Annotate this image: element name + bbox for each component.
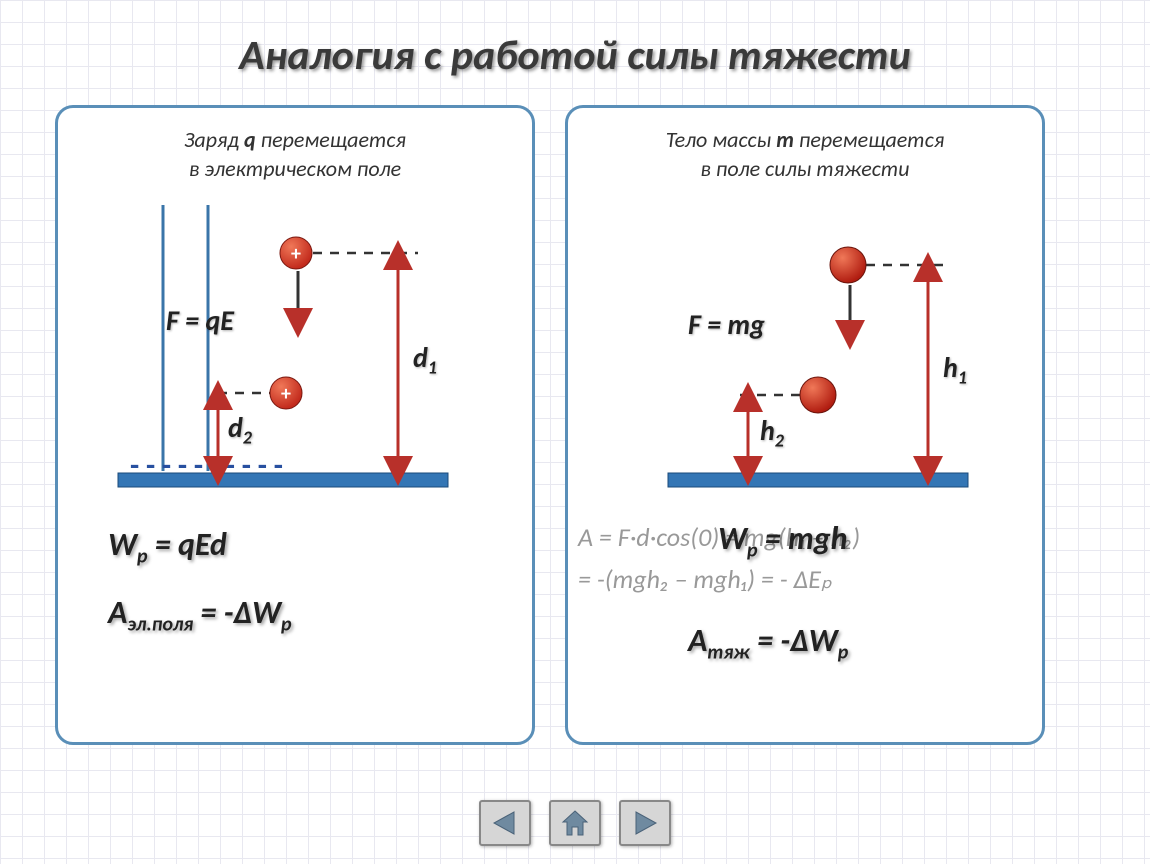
prev-icon — [490, 810, 520, 836]
right-panel: Тело массы m перемещается в поле силы тя… — [565, 105, 1045, 745]
bg-formula-2: = -(mgh₂ – mgh₁) = - ΔEₚ — [578, 563, 832, 595]
left-diagram: - - - - - - - - - - + + F = qE d1 d2 — [58, 195, 532, 515]
svg-text:- - - - - - - - - -: - - - - - - - - - - — [130, 447, 283, 484]
left-caption: Заряд q перемещается в электрическом пол… — [58, 126, 532, 183]
formula-wp-mgh: Wp = mgh — [718, 519, 847, 562]
caption-bold: q — [244, 126, 256, 153]
left-panel: Заряд q перемещается в электрическом пол… — [55, 105, 535, 745]
left-diagram-svg: - - - - - - - - - - + + — [58, 195, 538, 515]
home-button[interactable] — [549, 800, 601, 846]
force-label-left: F = qE — [166, 303, 234, 338]
caption-text: Заряд — [184, 126, 244, 153]
right-caption: Тело массы m перемещается в поле силы тя… — [568, 126, 1042, 183]
right-diagram: F = mg h1 h2 — [568, 195, 1042, 515]
home-icon — [560, 809, 590, 837]
slide-title: Аналогия с работой силы тяжести — [0, 30, 1150, 81]
d1-label: d1 — [413, 340, 437, 379]
caption-text: перемещается — [794, 126, 944, 153]
formula-wp-qed: Wp = qEd — [108, 525, 512, 568]
caption-text: в электрическом поле — [189, 155, 401, 182]
next-button[interactable] — [619, 800, 671, 846]
prev-button[interactable] — [479, 800, 531, 846]
caption-text: перемещается — [256, 126, 406, 153]
next-icon — [630, 810, 660, 836]
d2-label: d2 — [228, 410, 252, 449]
formula-a-el: Aэл.поля = -ΔWp — [108, 593, 512, 636]
nav-button-row — [479, 800, 671, 846]
caption-text: Тело массы — [666, 126, 777, 153]
caption-text: в поле силы тяжести — [700, 155, 909, 182]
right-diagram-svg — [568, 195, 1048, 515]
minus-row: - - - - - - - - - - — [130, 447, 283, 484]
h2-label: h2 — [760, 413, 784, 452]
left-formulas: Wp = qEd Aэл.поля = -ΔWp — [58, 525, 532, 636]
svg-text:+: + — [291, 242, 301, 266]
right-formulas: A = F·d·cos(0) = mg(h₁ – h₂) = -(mgh₂ – … — [568, 515, 1042, 695]
force-label-right: F = mg — [688, 307, 765, 342]
caption-bold: m — [776, 126, 794, 153]
h1-label: h1 — [943, 350, 967, 389]
svg-text:+: + — [281, 382, 291, 406]
formula-a-tyazh: Aтяж = -ΔWp — [688, 621, 848, 664]
